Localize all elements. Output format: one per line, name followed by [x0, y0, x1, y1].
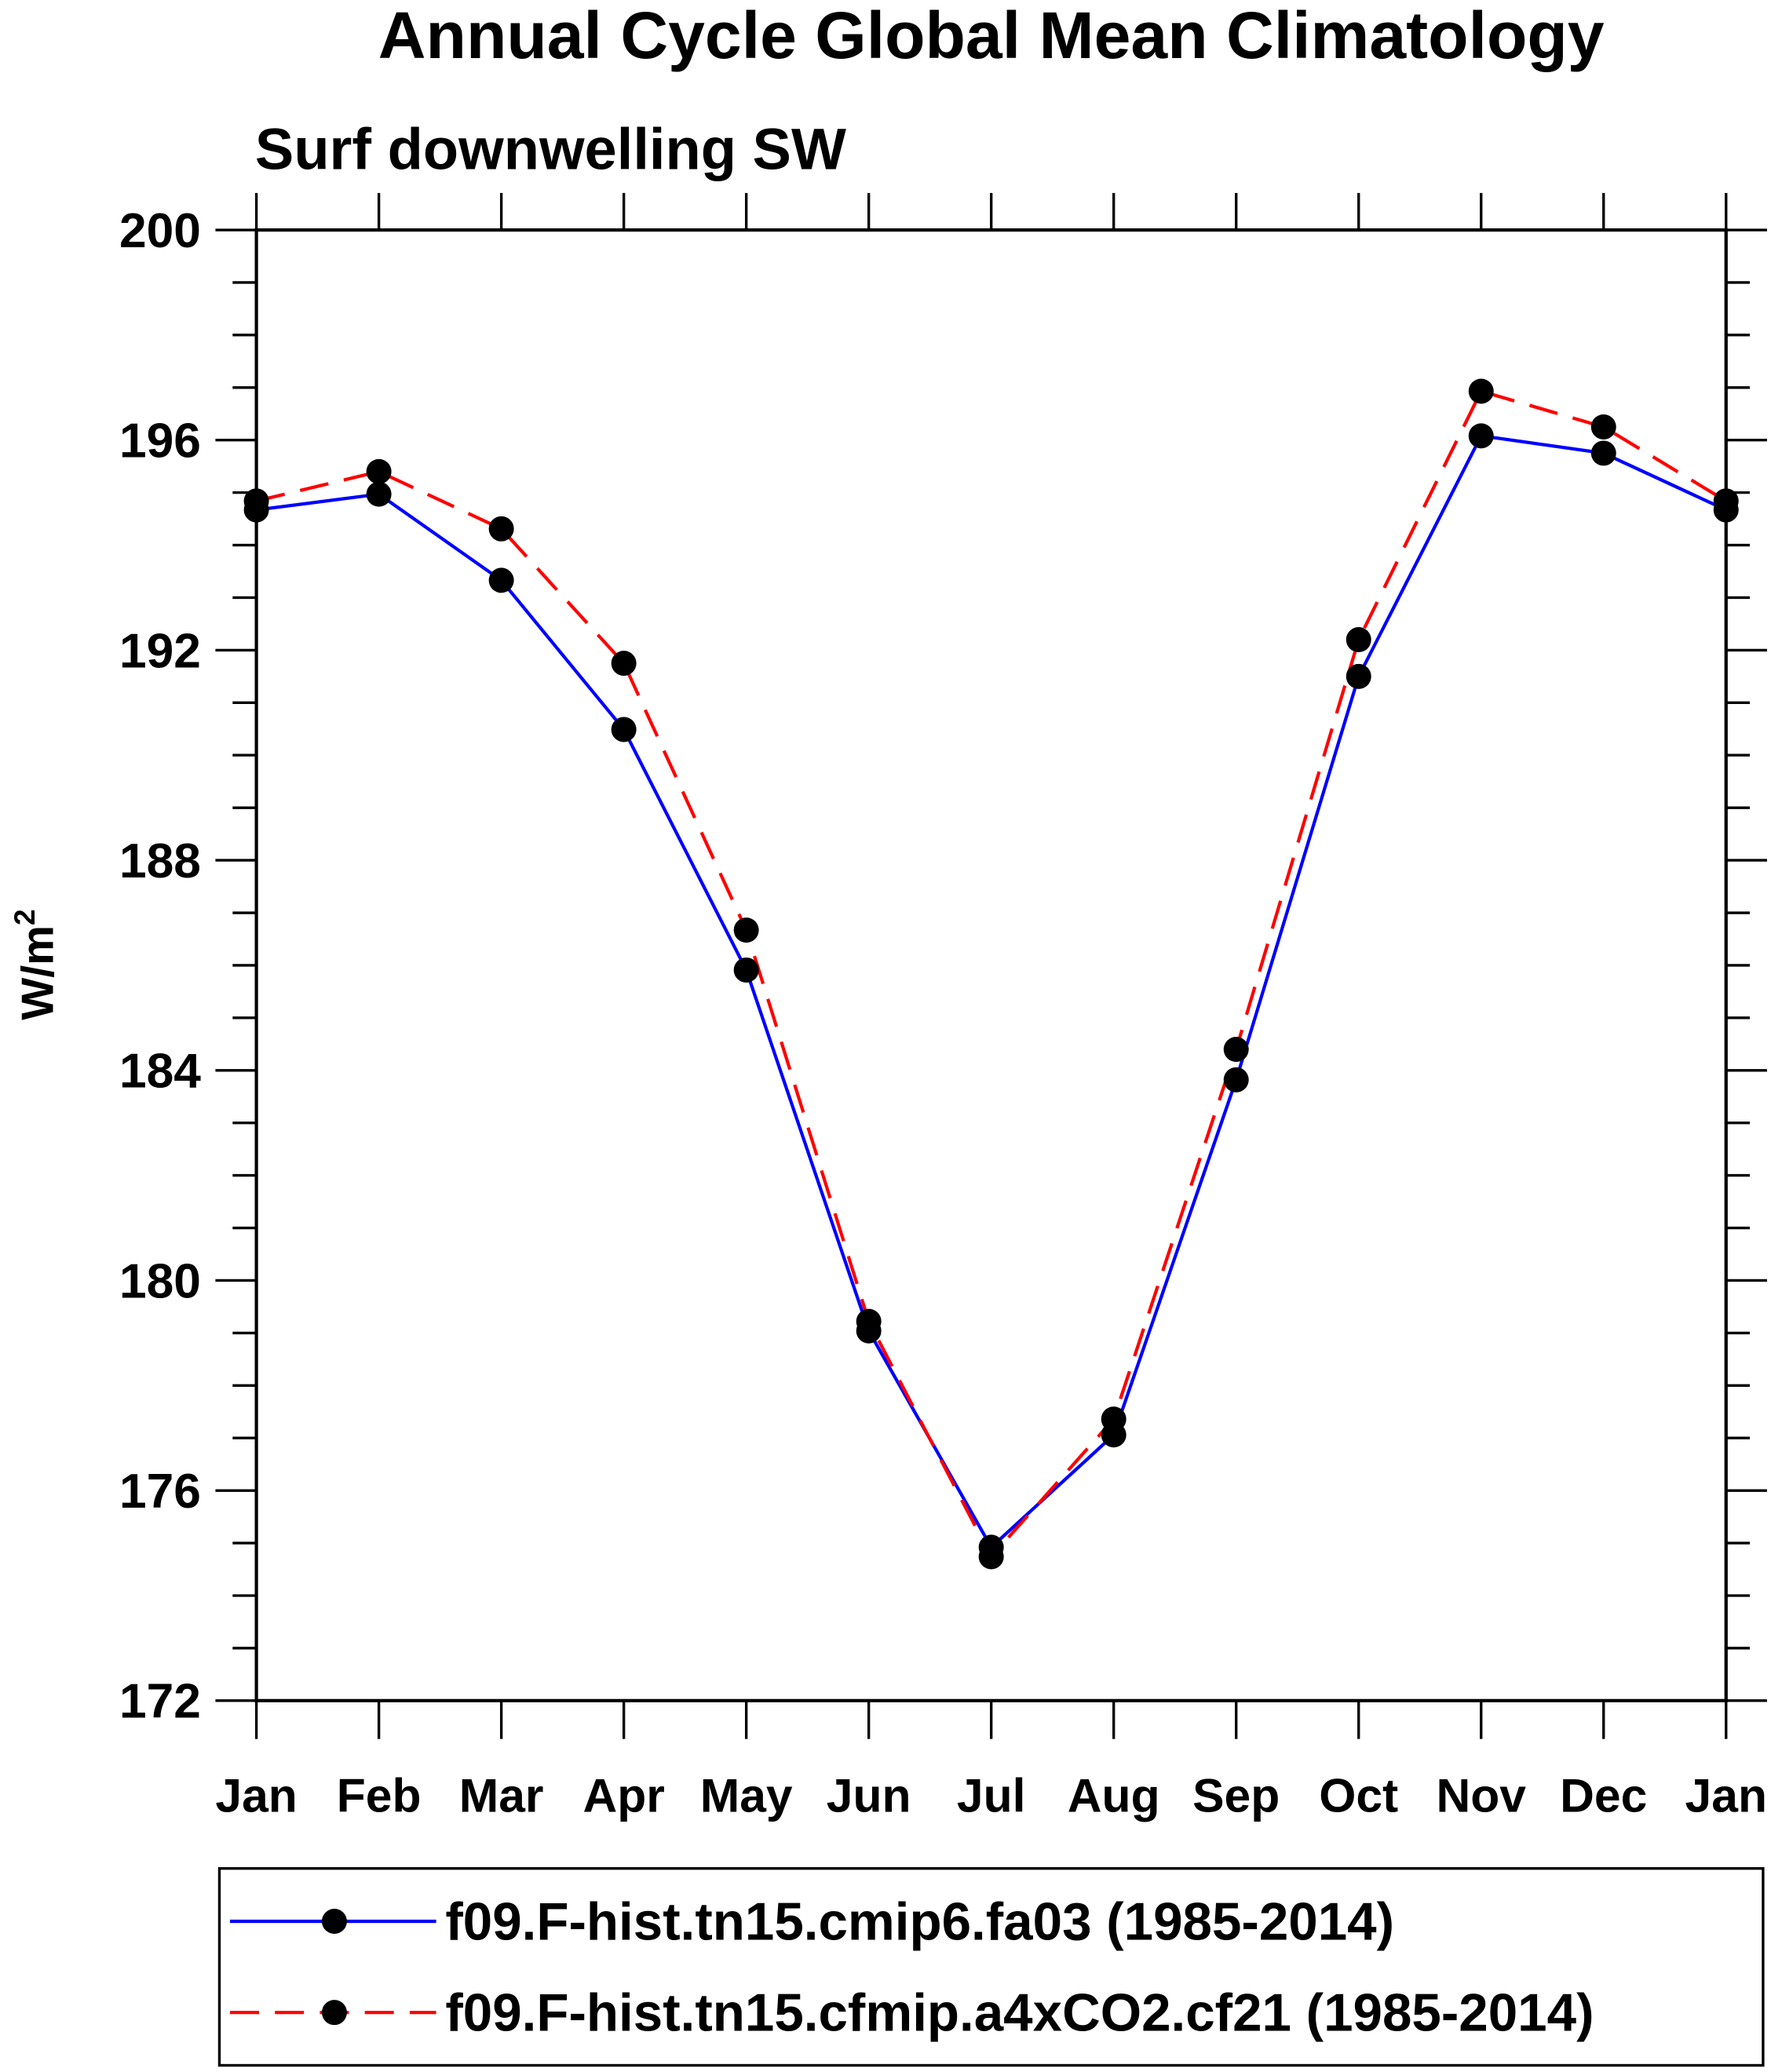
x-tick-label: Oct	[1319, 1768, 1398, 1822]
y-tick-label: 180	[119, 1254, 201, 1308]
x-tick-label: Jul	[957, 1768, 1026, 1822]
series-line-2	[256, 388, 1727, 1560]
chart-subtitle: Surf downwelling SW	[255, 117, 846, 182]
legend-label-1: f09.F-hist.tn15.cmip6.fa03 (1985-2014)	[445, 1893, 1394, 1952]
data-point-series-2	[733, 917, 759, 943]
data-point-series-2	[1468, 378, 1494, 404]
legend: f09.F-hist.tn15.cmip6.fa03 (1985-2014) f0…	[217, 1866, 1765, 2067]
series-layer	[243, 378, 1739, 1570]
y-axis-label: W/m2	[8, 909, 64, 1020]
y-tick-label: 184	[119, 1045, 201, 1099]
x-tick-label: Jun	[827, 1768, 911, 1822]
data-point-series-1	[1223, 1067, 1249, 1093]
x-tick-label: Apr	[582, 1768, 664, 1822]
data-point-series-1	[366, 481, 392, 507]
y-tick-label: 176	[119, 1465, 201, 1519]
data-point-series-2	[366, 458, 392, 484]
data-point-series-1	[733, 957, 759, 983]
y-axis-label-superscript: 2	[8, 909, 41, 925]
data-point-series-2	[1346, 627, 1371, 653]
plot-frame	[254, 228, 1728, 1702]
x-tick-label: Dec	[1560, 1768, 1647, 1822]
y-tick-label: 188	[119, 834, 201, 888]
x-tick-label: Mar	[459, 1768, 544, 1822]
chart-title: Annual Cycle Global Mean Climatology	[378, 0, 1605, 72]
data-point-series-2	[1101, 1406, 1127, 1432]
data-point-series-2	[978, 1544, 1004, 1570]
data-point-series-1	[611, 717, 637, 742]
data-point-series-2	[488, 516, 514, 542]
y-tick-label: 172	[119, 1675, 201, 1729]
x-tick-label: Jan	[1685, 1768, 1767, 1822]
series-line-1	[256, 434, 1727, 1550]
x-tick-label: Nov	[1436, 1768, 1526, 1822]
y-tick-label: 196	[119, 414, 201, 469]
legend-label-2: f09.F-hist.tn15.cfmip.a4xCO2.cf21 (1985-…	[445, 1984, 1594, 2043]
data-point-series-1	[1346, 663, 1371, 689]
x-tick-label: May	[700, 1768, 793, 1822]
legend-box	[217, 1866, 1765, 2067]
data-point-series-2	[1223, 1037, 1249, 1062]
data-point-series-1	[1468, 423, 1494, 449]
x-tick-label: Sep	[1192, 1768, 1280, 1822]
x-tick-label: Aug	[1068, 1768, 1160, 1822]
y-tick-label: 200	[119, 204, 201, 258]
data-point-series-2	[611, 651, 637, 677]
legend-marker-1	[321, 1909, 347, 1934]
data-point-series-1	[488, 567, 514, 593]
data-point-series-1	[1590, 440, 1616, 466]
data-point-series-2	[1590, 414, 1616, 440]
y-tick-label: 192	[119, 624, 201, 678]
legend-marker-2	[321, 2000, 347, 2026]
x-tick-label: Jan	[215, 1768, 297, 1822]
x-tick-label: Feb	[337, 1768, 422, 1822]
axes: 172 176 180 184 188 192 196 200 Jan Feb Mar Apr May J…	[119, 192, 1767, 1822]
data-point-series-2	[856, 1308, 882, 1334]
